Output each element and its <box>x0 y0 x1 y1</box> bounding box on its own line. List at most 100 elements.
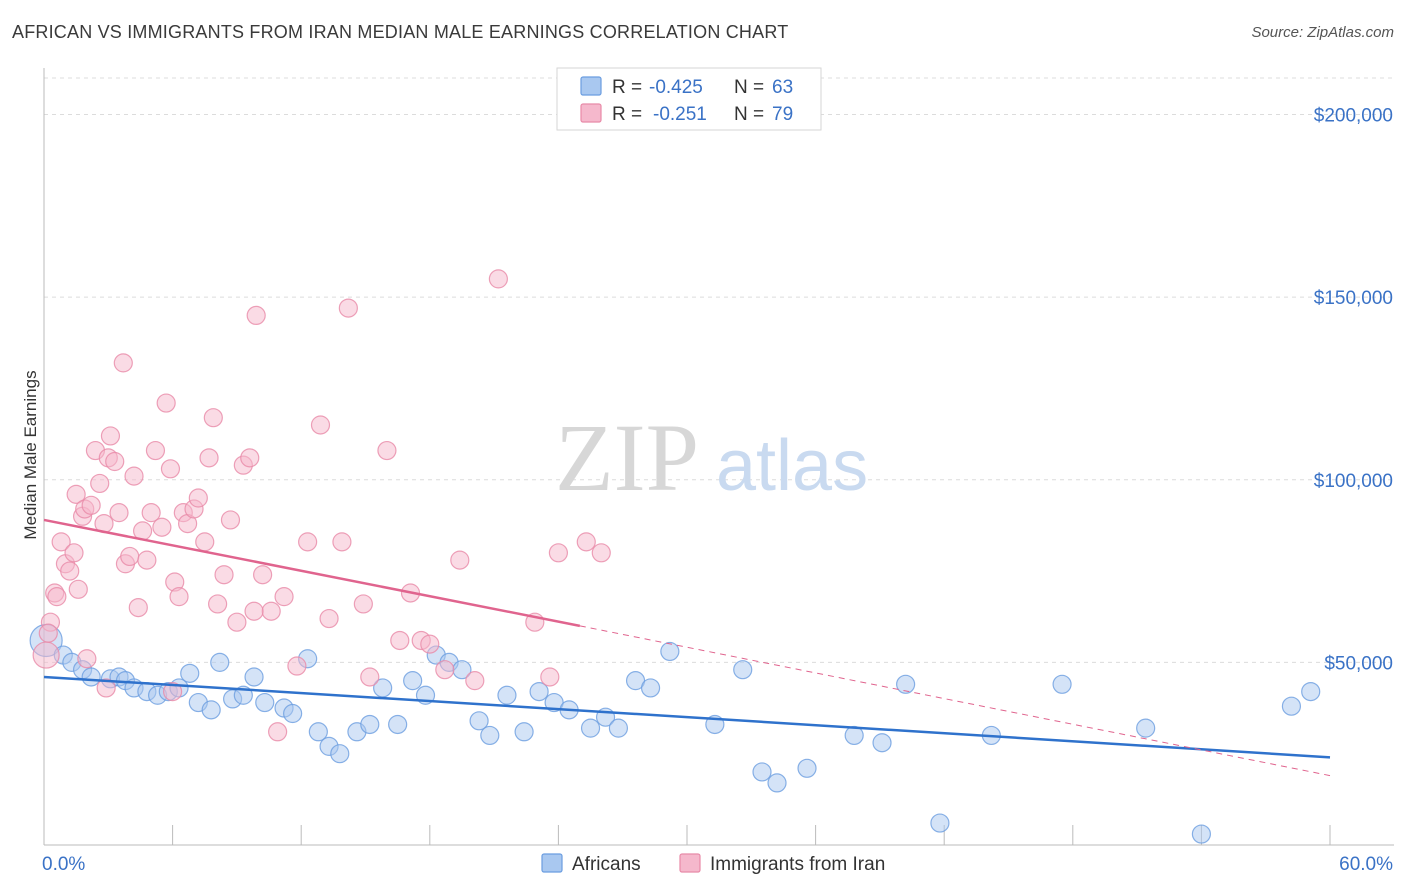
iran-point-4 <box>51 532 71 552</box>
iran-point-73 <box>576 532 596 552</box>
iran-point-54 <box>298 532 318 552</box>
africans-point-15 <box>201 700 221 720</box>
africans-point-36 <box>469 711 489 731</box>
iran-point-57 <box>332 532 352 552</box>
africans-point-45 <box>608 718 629 738</box>
africans-point-22 <box>283 703 303 724</box>
iran-point-74 <box>591 543 611 563</box>
africans-point-26 <box>330 744 350 764</box>
iran-point-62 <box>390 630 410 651</box>
iran-point-76 <box>96 678 116 698</box>
legend-r-label-iran: R = <box>612 104 642 125</box>
y-tick-labels: $50,000 $100,000 $150,000 $200,000 <box>1314 106 1393 675</box>
iran-point-28 <box>141 503 161 523</box>
iran-point-15 <box>90 473 110 494</box>
legend-n-value-africans: 63 <box>772 77 793 98</box>
legend-swatch-africans <box>580 76 602 96</box>
chart-title: AFRICAN VS IMMIGRANTS FROM IRAN MEDIAN M… <box>12 22 789 42</box>
iran-point-40 <box>199 448 219 468</box>
africans-point-40 <box>529 681 549 702</box>
iran-point-30 <box>152 517 172 537</box>
source-credit: Source: ZipAtlas.com <box>1251 24 1394 41</box>
africans-point-20 <box>255 692 275 713</box>
iran-point-19 <box>105 451 125 472</box>
legend-n-label-africans: N = <box>734 77 764 98</box>
legend-bottom-label-africans: Africans <box>572 854 641 875</box>
iran-point-61 <box>377 440 397 461</box>
watermark: ZIP atlas <box>555 404 868 511</box>
africans-point-59 <box>1052 674 1072 694</box>
africans-point-24 <box>308 722 328 742</box>
iran-point-51 <box>268 722 288 742</box>
y-tick-label-2: $150,000 <box>1314 288 1393 309</box>
y-axis-title: Median Male Earnings <box>21 370 40 539</box>
africans-point-55 <box>872 733 892 753</box>
iran-point-72 <box>548 543 569 563</box>
iran-point-49 <box>253 565 273 585</box>
legend-bottom-label-iran: Immigrants from Iran <box>710 854 885 875</box>
africans-point-63 <box>1301 681 1321 702</box>
watermark-atlas: atlas <box>716 426 868 506</box>
iran-point-45 <box>227 612 247 632</box>
iran-point-60 <box>360 667 380 687</box>
y-tick-label-1: $100,000 <box>1314 471 1393 492</box>
africans-point-47 <box>640 678 661 698</box>
africans-point-37 <box>480 725 500 746</box>
iran-point-58 <box>338 298 358 318</box>
africans-point-57 <box>930 813 950 833</box>
iran-point-53 <box>287 656 307 676</box>
iran-point-6 <box>60 561 80 581</box>
iran-point-20 <box>109 503 129 523</box>
legend-n-label-iran: N = <box>734 104 764 125</box>
legend-bottom-swatch-africans <box>541 853 563 873</box>
africans-point-4 <box>81 667 101 687</box>
iran-point-71 <box>540 667 560 687</box>
legend-bottom-swatch-iran <box>679 853 701 873</box>
africans-point-60 <box>1136 718 1156 738</box>
africans-point-56 <box>896 674 916 694</box>
y-tick-label-0: $50,000 <box>1324 653 1393 674</box>
legend-n-value-iran: 79 <box>772 104 793 125</box>
africans-point-28 <box>360 714 380 735</box>
africans-point-39 <box>514 722 534 742</box>
iran-point-75 <box>38 623 58 643</box>
iran-point-78 <box>244 601 264 621</box>
africans-point-19 <box>244 667 264 687</box>
iran-trend-line <box>43 518 581 628</box>
africans-point-48 <box>660 641 680 662</box>
africans-point-50 <box>733 660 753 680</box>
iran-point-27 <box>137 550 157 570</box>
iran-point-67 <box>450 550 470 570</box>
iran-point-52 <box>274 587 294 607</box>
iran-point-21 <box>113 353 133 373</box>
iran-point-48 <box>246 305 266 326</box>
africans-point-52 <box>767 773 787 793</box>
iran-point-55 <box>310 415 331 435</box>
y-tick-label-3: $200,000 <box>1314 106 1393 127</box>
axes <box>43 68 1394 846</box>
iran-point-31 <box>156 393 176 413</box>
africans-point-13 <box>180 663 200 683</box>
iran-point-12 <box>77 649 97 669</box>
africans-point-38 <box>497 685 517 705</box>
africans-point-16 <box>210 652 230 672</box>
africans-point-61 <box>1191 824 1212 844</box>
iran-point-50 <box>261 601 281 621</box>
iran-point-7 <box>64 543 84 563</box>
x-tick-label-1: 60.0% <box>1339 854 1393 875</box>
iran-point-43 <box>214 565 234 585</box>
iran-point-0 <box>32 641 60 669</box>
iran-point-41 <box>203 408 223 428</box>
africans-trend-line <box>43 675 1331 759</box>
iran-point-38 <box>188 488 208 508</box>
africans-point-31 <box>403 671 423 691</box>
trend-lines <box>43 518 1331 777</box>
iran-point-34 <box>169 587 189 607</box>
legend-series: Africans Immigrants from Iran <box>541 853 885 875</box>
iran-point-9 <box>68 579 88 599</box>
grid-lines <box>44 77 1394 663</box>
legend-r-value-iran: -0.251 <box>653 104 707 125</box>
x-tick-labels: 0.0% 60.0% <box>42 854 1393 875</box>
iran-point-68 <box>465 671 485 691</box>
